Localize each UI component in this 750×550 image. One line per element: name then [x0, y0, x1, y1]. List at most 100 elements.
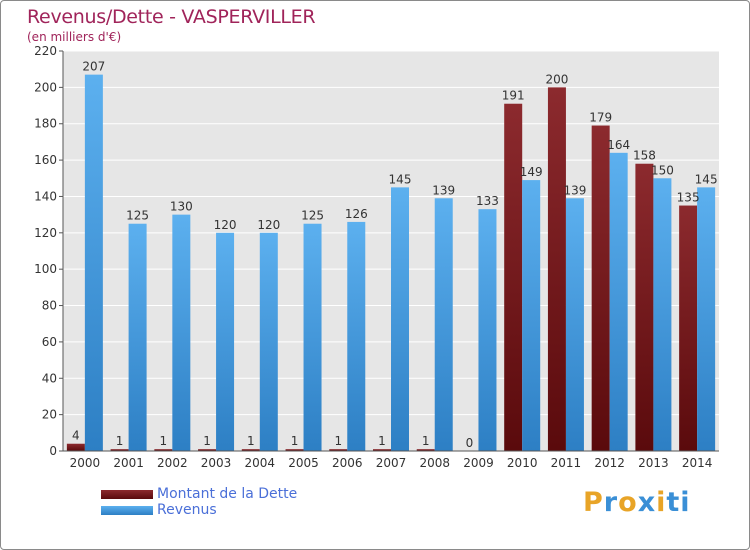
- x-tick-label: 2011: [551, 456, 582, 470]
- y-tick-label: 60: [42, 335, 57, 349]
- x-axis: 2000 2001 2002 2003 2004 2005 2006 2007 2008 2009…: [63, 450, 719, 470]
- bars: [66, 74, 716, 452]
- bar-revenue: [478, 209, 497, 451]
- bar-debt: [635, 163, 654, 451]
- y-tick-label: 120: [34, 226, 57, 240]
- bar-debt: [110, 449, 129, 451]
- logo-letter: P: [583, 487, 604, 518]
- x-tick-label: 2010: [507, 456, 538, 470]
- x-tick-label: 2002: [157, 456, 188, 470]
- data-label-debt: 1: [116, 434, 124, 448]
- bar-revenue: [347, 221, 366, 451]
- logo-letter: t: [666, 487, 681, 518]
- y-tick-label: 40: [42, 371, 57, 385]
- y-tick-label: 140: [34, 189, 57, 203]
- data-label-debt: 1: [203, 434, 211, 448]
- data-label-debt: 1: [378, 434, 386, 448]
- data-label-debt: 200: [545, 72, 568, 86]
- bar-debt: [416, 449, 435, 451]
- data-label-revenue: 164: [607, 138, 630, 152]
- bar-debt: [154, 449, 173, 451]
- legend-swatch-revenue: [101, 506, 153, 515]
- data-label-revenue: 149: [520, 165, 543, 179]
- bar-debt: [679, 205, 698, 451]
- chart-subtitle: (en milliers d'€): [27, 30, 122, 44]
- logo-letter: o: [618, 487, 638, 518]
- data-label-revenue: 145: [389, 172, 412, 186]
- data-label-revenue: 126: [345, 207, 368, 221]
- y-tick-label: 80: [42, 299, 57, 313]
- y-axis: 0 20 40 60 80 100 120 140 160 180 200 220: [34, 44, 64, 458]
- x-tick-label: 2012: [594, 456, 625, 470]
- logo-letter: i: [656, 487, 667, 518]
- data-label-revenue: 120: [257, 218, 280, 232]
- data-label-revenue: 133: [476, 194, 499, 208]
- y-tick-label: 20: [42, 408, 57, 422]
- x-tick-label: 2004: [245, 456, 276, 470]
- x-tick-label: 2007: [376, 456, 407, 470]
- y-tick-label: 180: [34, 117, 57, 131]
- data-label-revenue: 139: [432, 183, 455, 197]
- bar-debt: [547, 87, 566, 451]
- data-label-revenue: 145: [695, 172, 718, 186]
- logo-letter: x: [637, 487, 657, 518]
- bar-debt: [198, 449, 217, 451]
- data-label-debt: 1: [422, 434, 430, 448]
- y-tick-label: 100: [34, 262, 57, 276]
- data-label-revenue: 150: [651, 163, 674, 177]
- data-label-debt: 1: [247, 434, 255, 448]
- data-label-debt: 1: [291, 434, 299, 448]
- bar-revenue: [609, 152, 628, 451]
- bar-revenue: [522, 180, 541, 451]
- data-label-debt: 158: [633, 149, 656, 163]
- bar-debt: [241, 449, 260, 451]
- y-tick-label: 160: [34, 153, 57, 167]
- data-label-debt: 179: [589, 111, 612, 125]
- x-tick-label: 2000: [70, 456, 101, 470]
- bar-debt: [66, 443, 85, 451]
- legend-label-debt: Montant de la Dette: [157, 486, 298, 502]
- bar-revenue: [216, 232, 235, 451]
- data-label-revenue: 130: [170, 200, 193, 214]
- bar-revenue: [84, 74, 103, 452]
- x-tick-label: 2005: [288, 456, 319, 470]
- bar-revenue: [653, 178, 672, 452]
- x-tick-label: 2009: [463, 456, 494, 470]
- data-label-debt: 135: [677, 191, 700, 205]
- chart-title: Revenus/Dette - VASPERVILLER: [27, 6, 316, 28]
- data-label-revenue: 139: [563, 183, 586, 197]
- logo-letter: r: [603, 487, 619, 518]
- data-label-debt: 1: [160, 434, 168, 448]
- y-tick-label: 220: [34, 44, 57, 58]
- data-labels: 4 207 1 125 1 130 1 120 1 120 1 125 1 126 1 145 1 139 0 133…: [72, 60, 718, 450]
- bar-debt: [504, 103, 523, 452]
- bar-debt: [373, 449, 391, 451]
- x-tick-label: 2001: [113, 456, 144, 470]
- bar-revenue: [565, 198, 584, 451]
- legend-swatch-debt: [101, 490, 153, 499]
- y-tick-label: 200: [34, 80, 57, 94]
- bar-revenue: [391, 187, 409, 451]
- legend-label-revenue: Revenus: [157, 502, 217, 518]
- data-label-revenue: 120: [214, 218, 237, 232]
- bar-revenue: [303, 223, 322, 451]
- data-label-debt: 0: [466, 436, 474, 450]
- proxiti-logo: Proxiti: [583, 487, 691, 518]
- data-label-revenue: 125: [301, 209, 324, 223]
- x-tick-label: 2008: [419, 456, 450, 470]
- logo-letter: i: [680, 487, 691, 518]
- x-tick-label: 2014: [682, 456, 713, 470]
- bar-revenue: [172, 214, 191, 451]
- bar-debt: [285, 449, 304, 451]
- bar-debt: [591, 125, 610, 451]
- data-label-debt: 4: [72, 429, 80, 443]
- data-label-revenue: 125: [126, 209, 149, 223]
- bar-revenue: [128, 223, 147, 451]
- bar-revenue: [259, 232, 278, 451]
- y-tick-label: 0: [49, 444, 57, 458]
- bar-revenue: [434, 198, 453, 451]
- data-label-debt: 1: [334, 434, 342, 448]
- bar-revenue: [697, 187, 716, 451]
